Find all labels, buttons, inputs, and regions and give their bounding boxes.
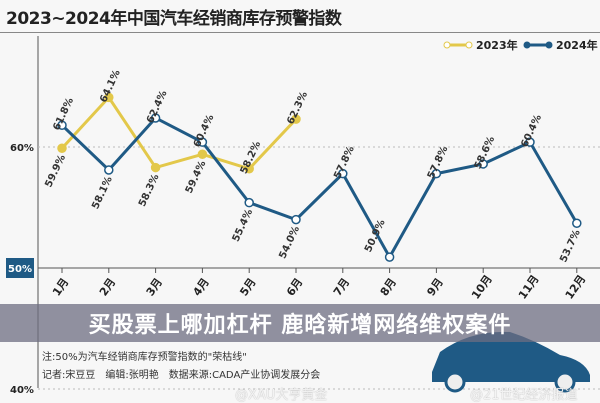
data-label: 64.1% xyxy=(98,68,123,104)
series-line-2023年 xyxy=(60,94,298,171)
car-wheel xyxy=(554,371,576,393)
data-label: 62.3% xyxy=(285,90,310,126)
series-line-2024年 xyxy=(60,116,579,261)
data-label: 57.8% xyxy=(332,145,357,181)
watermark: @21世纪经济报道 xyxy=(470,388,578,403)
legend-label: 2023年 xyxy=(476,38,518,52)
data-point xyxy=(431,168,442,179)
x-tick-label: 3月 xyxy=(144,276,165,299)
y-tick-label: 40% xyxy=(10,385,34,396)
legend-label: 2024年 xyxy=(556,38,598,52)
x-tick-label: 5月 xyxy=(237,276,258,299)
data-point xyxy=(572,218,582,228)
data-label: 59.4% xyxy=(184,159,209,195)
x-tick-label: 9月 xyxy=(424,276,445,299)
title-divider xyxy=(0,32,600,33)
x-tick-label: 7月 xyxy=(331,276,352,299)
data-point xyxy=(244,197,254,208)
data-point xyxy=(197,137,208,147)
x-tick-label: 8月 xyxy=(378,276,399,299)
data-label: 58.3% xyxy=(137,172,162,208)
legend-marker xyxy=(523,41,531,49)
legend-marker xyxy=(465,41,473,49)
data-point xyxy=(291,214,301,225)
x-tick-label: 2月 xyxy=(97,276,118,299)
credits-text: 记者:宋豆豆 编辑:张明艳 数据来源:CADA产业协调发展分会 xyxy=(42,370,321,381)
watermark: @XAU大亨黄金 xyxy=(235,388,328,403)
legend-marker xyxy=(443,41,451,49)
chart-title: 2023~2024年中国汽车经销商库存预警指数 xyxy=(6,9,342,29)
data-label: 54.0% xyxy=(277,224,302,260)
data-label: 59.9% xyxy=(43,153,68,189)
data-point xyxy=(150,113,161,123)
data-point xyxy=(478,159,488,169)
data-label: 58.6% xyxy=(473,135,498,171)
data-point xyxy=(57,120,67,130)
note-text: 注:50%为汽车经销商库存预警指数的"荣枯线" xyxy=(42,352,247,363)
data-point xyxy=(57,143,67,153)
x-tick-label: 6月 xyxy=(284,276,305,299)
x-tick-label: 4月 xyxy=(190,276,211,299)
car-wheel xyxy=(444,371,466,393)
data-point xyxy=(291,114,301,124)
x-tick-label: 11月 xyxy=(516,273,542,302)
data-label: 62.4% xyxy=(145,89,170,125)
banner-text: 买股票上哪加杠杆 鹿晗新增网络维权案件 xyxy=(88,313,512,338)
data-label: 60.4% xyxy=(192,113,217,149)
data-point xyxy=(104,165,114,175)
data-point xyxy=(338,168,348,179)
data-label: 57.8% xyxy=(426,145,451,181)
legend-marker xyxy=(545,41,553,49)
x-tick-label: 1月 xyxy=(50,276,71,299)
data-label: 55.4% xyxy=(231,208,256,244)
data-label: 53.7% xyxy=(558,228,583,264)
data-label: 58.1% xyxy=(90,175,115,211)
data-point xyxy=(525,137,535,147)
data-point xyxy=(150,162,161,173)
overlay-banner: 买股票上哪加杠杆 鹿晗新增网络维权案件 xyxy=(0,304,600,342)
data-point xyxy=(244,164,254,174)
data-label: 61.8% xyxy=(51,96,76,132)
data-point xyxy=(104,92,114,103)
data-point xyxy=(197,149,208,160)
highlight-tick-box xyxy=(6,258,34,278)
data-label: 60.4% xyxy=(519,113,544,149)
data-point xyxy=(384,252,395,262)
y-tick-label: 60% xyxy=(10,143,34,154)
y-tick-label: 50% xyxy=(8,264,32,275)
x-tick-label: 12月 xyxy=(563,273,589,302)
car-illustration xyxy=(432,331,590,382)
x-tick-label: 10月 xyxy=(469,273,495,302)
